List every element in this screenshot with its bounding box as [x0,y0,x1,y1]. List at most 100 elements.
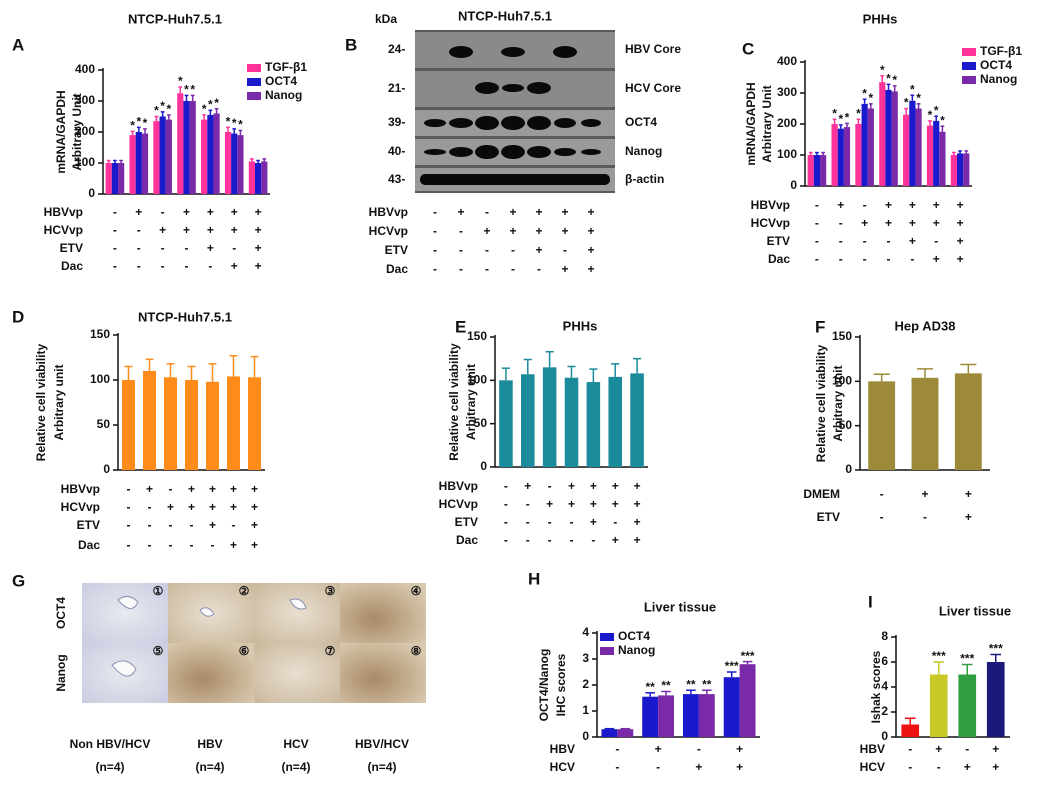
y-tick-label: 0 [480,459,487,473]
condition-label: ETV [455,515,478,529]
condition-label: HCVvp [61,500,100,514]
condition-sign: - [613,515,617,529]
y-axis-label: mRNA/GAPDH [54,90,68,173]
legend-label: Nanog [265,88,302,102]
bar [205,381,220,470]
condition-sign: - [839,234,843,248]
condition-sign: + [524,479,531,493]
y-tick-label: 50 [97,417,111,431]
significance: * [869,91,874,105]
condition-sign: - [137,241,141,255]
condition-sign: + [546,497,553,511]
significance: * [238,118,243,132]
legend-label: TGF-β1 [980,44,1022,58]
y-tick-label: 100 [90,372,110,386]
legend-swatch [247,78,261,86]
bar [986,662,1005,737]
condition-sign: - [697,742,701,756]
significance: * [214,96,219,110]
condition-sign: + [965,487,972,501]
panel-letter: B [345,35,357,54]
condition-sign: - [908,760,912,774]
condition-sign: + [209,518,216,532]
bar [929,674,948,737]
condition-sign: + [964,760,971,774]
condition-sign: + [231,205,238,219]
condition-sign: - [169,482,173,496]
condition-sign: - [113,259,117,273]
condition-label: HBVvp [439,479,478,493]
ihc-column-label: HCV [283,737,308,751]
significance: *** [932,649,946,663]
condition-sign: + [634,515,641,529]
legend-label: TGF-β1 [265,60,307,74]
condition-sign: - [908,742,912,756]
condition-sign: + [634,497,641,511]
condition-label: ETV [817,510,840,524]
condition-sign: - [211,538,215,552]
condition-sign: + [837,198,844,212]
y-tick-label: 300 [75,93,95,107]
chart-title: PHHs [563,318,598,333]
condition-sign: - [127,518,131,532]
condition-sign: + [957,216,964,230]
significance: * [886,71,891,85]
condition-sign: + [457,205,464,219]
condition-sign: - [433,205,437,219]
condition-label: Dac [61,259,83,273]
condition-sign: - [511,243,515,257]
ihc-column-n: (n=4) [281,760,310,774]
y-axis-label: mRNA/GAPDH [744,82,758,165]
bar [254,163,262,194]
bar [201,119,208,194]
significance: ** [686,677,696,691]
significance: * [226,115,231,129]
condition-sign: - [459,224,463,238]
condition-sign: + [207,205,214,219]
bar [237,135,244,194]
condition-sign: - [485,243,489,257]
ihc-column-n: (n=4) [195,760,224,774]
condition-sign: - [232,241,236,255]
y-tick-label: 150 [832,329,852,343]
y-tick-label: 200 [75,124,95,138]
bar [601,729,618,737]
image-number: ⑦ [325,644,336,658]
y-tick-label: 4 [582,625,589,639]
image-number: ⑧ [411,644,422,658]
condition-sign: - [934,234,938,248]
y-axis-label: Relative cell viability [447,343,461,461]
condition-sign: + [885,198,892,212]
legend-label: OCT4 [618,629,650,643]
condition-sign: - [526,497,530,511]
significance: *** [741,649,755,663]
significance: * [130,119,135,133]
condition-sign: - [208,259,212,273]
ihc-row-label: Nanog [54,654,68,691]
condition-sign: - [485,205,489,219]
y-tick-label: 100 [832,374,852,388]
bar [915,108,922,186]
condition-sign: - [504,497,508,511]
bar [261,161,268,194]
significance: * [202,102,207,116]
condition-sign: + [992,760,999,774]
condition-sign: - [459,262,463,276]
condition-sign: + [590,479,597,493]
condition-sign: - [127,482,131,496]
condition-label: HCVvp [369,224,408,238]
condition-sign: - [910,252,914,266]
condition-sign: + [655,742,662,756]
significance: * [940,113,945,127]
condition-sign: + [612,479,619,493]
condition-label: Dac [456,533,478,547]
y-axis-label: Arbitrary Unit [70,93,84,170]
chart-title: NTCP-Huh7.5.1 [128,11,222,26]
y-tick-label: 150 [467,329,487,343]
condition-sign: + [230,482,237,496]
panel-letter: I [868,592,873,611]
condition-sign: - [148,500,152,514]
condition-label: Dac [78,538,100,552]
significance: * [904,96,909,110]
condition-sign: + [587,243,594,257]
